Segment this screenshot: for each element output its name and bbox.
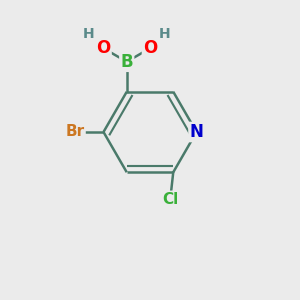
Text: N: N: [190, 123, 203, 141]
Text: H: H: [159, 27, 170, 41]
Text: H: H: [83, 27, 95, 41]
Text: Cl: Cl: [162, 192, 178, 207]
Text: O: O: [143, 39, 157, 57]
Text: Br: Br: [65, 124, 85, 140]
Text: B: B: [120, 53, 133, 71]
Text: O: O: [96, 39, 110, 57]
